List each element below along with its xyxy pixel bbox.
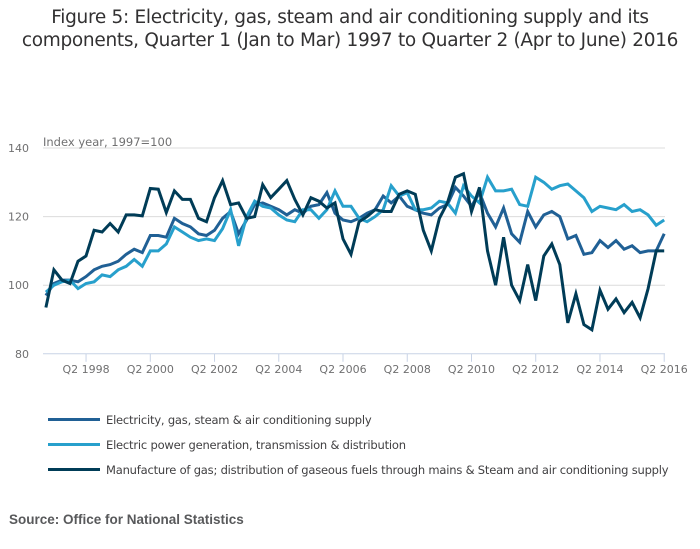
legend-label: Manufacture of gas; distribution of gase… bbox=[106, 462, 669, 477]
legend-label: Electricity, gas, steam & air conditioni… bbox=[106, 412, 372, 427]
legend-swatch-series-3 bbox=[48, 468, 100, 471]
x-tick-label: Q2 2000 bbox=[127, 363, 174, 376]
x-tick-label: Q2 1998 bbox=[62, 363, 109, 376]
source-note: Source: Office for National Statistics bbox=[9, 512, 244, 527]
line-chart: 80 100 120 140 Index year, 1997=100 Q2 1998… bbox=[8, 135, 688, 376]
legend-swatch-series-1 bbox=[48, 418, 100, 421]
x-tick-label: Q2 2012 bbox=[512, 363, 559, 376]
chart-title-line-2: components, Quarter 1 (Jan to Mar) 1997 … bbox=[21, 30, 679, 51]
x-tick-label: Q2 2008 bbox=[384, 363, 431, 376]
x-axis: Q2 1998 Q2 2000 Q2 2002 Q2 2004 Q2 2006 Q2 20… bbox=[43, 353, 688, 376]
legend-swatch-series-2 bbox=[48, 443, 100, 446]
x-tick-label: Q2 2010 bbox=[448, 363, 495, 376]
series-lines bbox=[44, 171, 666, 333]
y-tick-label: 120 bbox=[8, 211, 29, 224]
legend-label: Electric power generation, transmission … bbox=[106, 437, 406, 452]
series-line-1[interactable] bbox=[44, 184, 666, 297]
x-tick-label: Q2 2016 bbox=[641, 363, 688, 376]
legend-item[interactable]: Electric power generation, transmission … bbox=[48, 432, 668, 457]
legend: Electricity, gas, steam & air conditioni… bbox=[48, 407, 669, 482]
y-axis: 80 100 120 140 bbox=[8, 142, 29, 361]
series-line-2[interactable] bbox=[44, 173, 666, 294]
x-tick-label: Q2 2006 bbox=[319, 363, 366, 376]
legend-item[interactable]: Electricity, gas, steam & air conditioni… bbox=[48, 407, 668, 432]
chart-title: Figure 5: Electricity, gas, steam and ai… bbox=[0, 6, 700, 52]
series-line-3[interactable] bbox=[44, 171, 665, 333]
y-tick-label: 80 bbox=[15, 348, 29, 361]
legend-item[interactable]: Manufacture of gas; distribution of gase… bbox=[48, 457, 669, 482]
x-tick-label: Q2 2002 bbox=[191, 363, 238, 376]
y-tick-label: 140 bbox=[8, 142, 29, 155]
x-tick-label: Q2 2014 bbox=[576, 363, 623, 376]
chart-title-line-1: Figure 5: Electricity, gas, steam and ai… bbox=[51, 7, 649, 28]
y-tick-label: 100 bbox=[8, 279, 29, 292]
y-axis-label: Index year, 1997=100 bbox=[43, 135, 172, 149]
x-tick-label: Q2 2004 bbox=[255, 363, 302, 376]
